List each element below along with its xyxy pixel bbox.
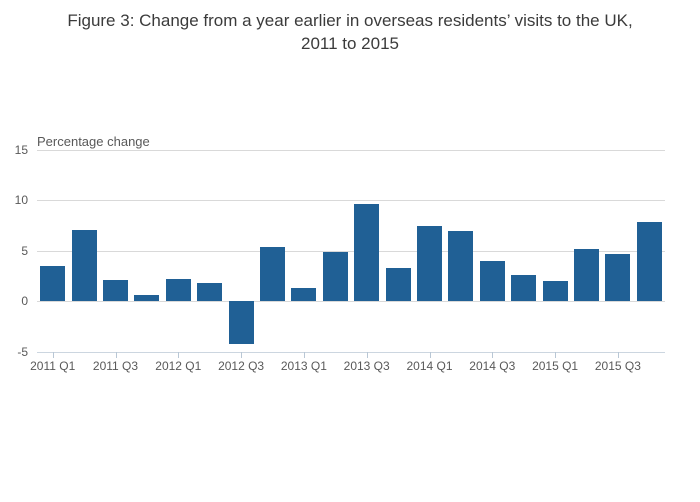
x-tick-mark xyxy=(178,351,180,358)
bar-2013-q1[interactable] xyxy=(291,288,317,302)
bar-2013-q3[interactable] xyxy=(354,203,380,302)
bar-2014-q2[interactable] xyxy=(448,230,474,302)
x-tick-label: 2011 Q1 xyxy=(30,359,76,373)
y-tick-label: -5 xyxy=(17,344,28,359)
x-tick-mark xyxy=(303,351,305,358)
x-tick-label: 2011 Q3 xyxy=(92,359,139,373)
x-tick-label: 2013 Q1 xyxy=(280,359,327,373)
x-tick-mark xyxy=(555,351,557,358)
chart-title-line-2: 2011 to 2015 xyxy=(301,34,399,53)
chart-title: Figure 3: Change from a year earlier in … xyxy=(0,9,700,55)
bar-2014-q4[interactable] xyxy=(511,275,537,302)
gridline-0 xyxy=(37,301,665,303)
y-tick-label: 5 xyxy=(21,243,28,258)
bar-2015-q4[interactable] xyxy=(636,221,662,302)
bar-2011-q1[interactable] xyxy=(40,266,66,302)
chart-title-line-1: Figure 3: Change from a year earlier in … xyxy=(67,11,633,30)
bar-2015-q3[interactable] xyxy=(605,253,631,302)
x-tick-mark xyxy=(52,351,54,358)
x-tick-label: 2015 Q3 xyxy=(594,359,641,373)
y-axis-caption: Percentage change xyxy=(37,134,150,149)
x-tick-label: 2015 Q1 xyxy=(532,359,579,373)
bar-2014-q3[interactable] xyxy=(479,260,505,302)
bar-2014-q1[interactable] xyxy=(417,225,442,302)
bar-2012-q2[interactable] xyxy=(197,283,223,302)
bar-2011-q3[interactable] xyxy=(103,280,128,302)
y-tick-label: 0 xyxy=(21,294,28,309)
x-tick-label: 2013 Q3 xyxy=(343,359,390,373)
x-tick-label: 2014 Q1 xyxy=(406,359,453,373)
bar-2011-q2[interactable] xyxy=(71,229,97,302)
bar-2015-q1[interactable] xyxy=(542,281,568,302)
x-axis-line xyxy=(37,351,665,353)
y-tick-label: 15 xyxy=(14,143,28,157)
bar-2012-q3[interactable] xyxy=(228,301,254,344)
x-tick-mark xyxy=(429,351,431,358)
x-tick-mark xyxy=(366,351,368,358)
gridline-10 xyxy=(37,200,665,202)
x-tick-label: 2012 Q1 xyxy=(155,359,202,373)
gridline-15 xyxy=(37,150,665,151)
x-tick-label: 2014 Q3 xyxy=(469,359,516,373)
gridline-5 xyxy=(37,250,665,252)
x-tick-label: 2012 Q3 xyxy=(218,359,265,373)
x-tick-mark xyxy=(241,351,243,358)
bar-2012-q1[interactable] xyxy=(165,279,191,302)
bar-2012-q4[interactable] xyxy=(260,246,285,302)
x-tick-mark xyxy=(492,351,494,358)
x-tick-mark xyxy=(617,351,619,358)
bar-2015-q2[interactable] xyxy=(574,248,599,302)
bar-2013-q2[interactable] xyxy=(322,251,348,302)
x-tick-mark xyxy=(115,351,117,358)
y-tick-label: 10 xyxy=(14,193,28,208)
bar-2011-q4[interactable] xyxy=(134,295,160,302)
bar-2013-q4[interactable] xyxy=(385,268,411,302)
